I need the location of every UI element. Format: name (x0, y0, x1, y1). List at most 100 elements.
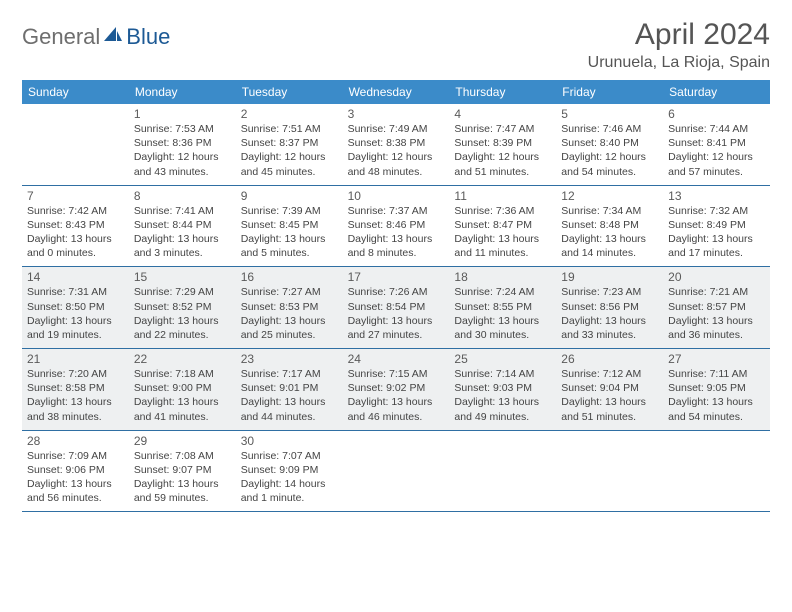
sunset-text: Sunset: 8:37 PM (241, 136, 338, 150)
sunrise-text: Sunrise: 7:15 AM (348, 367, 445, 381)
daylight-text: Daylight: 12 hours (241, 150, 338, 164)
day-cell: 14Sunrise: 7:31 AMSunset: 8:50 PMDayligh… (22, 267, 129, 348)
daylight-text: and 36 minutes. (668, 328, 765, 342)
sunrise-text: Sunrise: 7:41 AM (134, 204, 231, 218)
day-cell: 6Sunrise: 7:44 AMSunset: 8:41 PMDaylight… (663, 104, 770, 185)
daylight-text: Daylight: 13 hours (348, 395, 445, 409)
daylight-text: Daylight: 13 hours (134, 314, 231, 328)
empty-cell (22, 104, 129, 185)
weekday-header: Thursday (449, 80, 556, 104)
day-cell: 26Sunrise: 7:12 AMSunset: 9:04 PMDayligh… (556, 349, 663, 430)
day-number: 21 (27, 352, 124, 366)
daylight-text: and 0 minutes. (27, 246, 124, 260)
week-row: 14Sunrise: 7:31 AMSunset: 8:50 PMDayligh… (22, 267, 770, 349)
daylight-text: Daylight: 12 hours (454, 150, 551, 164)
sunset-text: Sunset: 9:04 PM (561, 381, 658, 395)
daylight-text: Daylight: 14 hours (241, 477, 338, 491)
sunrise-text: Sunrise: 7:34 AM (561, 204, 658, 218)
day-cell: 28Sunrise: 7:09 AMSunset: 9:06 PMDayligh… (22, 431, 129, 512)
day-number: 14 (27, 270, 124, 284)
day-cell: 15Sunrise: 7:29 AMSunset: 8:52 PMDayligh… (129, 267, 236, 348)
sunrise-text: Sunrise: 7:08 AM (134, 449, 231, 463)
daylight-text: and 45 minutes. (241, 165, 338, 179)
empty-cell (556, 431, 663, 512)
sunset-text: Sunset: 8:39 PM (454, 136, 551, 150)
day-cell: 5Sunrise: 7:46 AMSunset: 8:40 PMDaylight… (556, 104, 663, 185)
daylight-text: Daylight: 13 hours (348, 232, 445, 246)
day-number: 9 (241, 189, 338, 203)
day-cell: 10Sunrise: 7:37 AMSunset: 8:46 PMDayligh… (343, 186, 450, 267)
day-number: 16 (241, 270, 338, 284)
sunrise-text: Sunrise: 7:14 AM (454, 367, 551, 381)
day-cell: 19Sunrise: 7:23 AMSunset: 8:56 PMDayligh… (556, 267, 663, 348)
day-number: 30 (241, 434, 338, 448)
sunset-text: Sunset: 8:50 PM (27, 300, 124, 314)
sunset-text: Sunset: 8:56 PM (561, 300, 658, 314)
empty-cell (343, 431, 450, 512)
sunset-text: Sunset: 8:53 PM (241, 300, 338, 314)
weekday-header: Sunday (22, 80, 129, 104)
sunset-text: Sunset: 9:05 PM (668, 381, 765, 395)
sunset-text: Sunset: 8:47 PM (454, 218, 551, 232)
daylight-text: and 54 minutes. (561, 165, 658, 179)
day-cell: 17Sunrise: 7:26 AMSunset: 8:54 PMDayligh… (343, 267, 450, 348)
day-number: 19 (561, 270, 658, 284)
sunset-text: Sunset: 8:45 PM (241, 218, 338, 232)
sunrise-text: Sunrise: 7:42 AM (27, 204, 124, 218)
sunrise-text: Sunrise: 7:44 AM (668, 122, 765, 136)
daylight-text: and 1 minute. (241, 491, 338, 505)
day-cell: 21Sunrise: 7:20 AMSunset: 8:58 PMDayligh… (22, 349, 129, 430)
sunrise-text: Sunrise: 7:20 AM (27, 367, 124, 381)
day-number: 27 (668, 352, 765, 366)
sunrise-text: Sunrise: 7:26 AM (348, 285, 445, 299)
daylight-text: Daylight: 13 hours (561, 314, 658, 328)
sail-icon (102, 25, 124, 50)
day-number: 3 (348, 107, 445, 121)
daylight-text: Daylight: 13 hours (27, 232, 124, 246)
sunset-text: Sunset: 8:58 PM (27, 381, 124, 395)
daylight-text: Daylight: 13 hours (668, 314, 765, 328)
sunrise-text: Sunrise: 7:18 AM (134, 367, 231, 381)
day-cell: 18Sunrise: 7:24 AMSunset: 8:55 PMDayligh… (449, 267, 556, 348)
sunset-text: Sunset: 8:55 PM (454, 300, 551, 314)
day-cell: 7Sunrise: 7:42 AMSunset: 8:43 PMDaylight… (22, 186, 129, 267)
day-number: 24 (348, 352, 445, 366)
day-number: 12 (561, 189, 658, 203)
day-number: 8 (134, 189, 231, 203)
daylight-text: Daylight: 13 hours (454, 232, 551, 246)
day-number: 28 (27, 434, 124, 448)
day-number: 10 (348, 189, 445, 203)
week-row: 21Sunrise: 7:20 AMSunset: 8:58 PM Dayligh… (22, 349, 770, 431)
day-number: 5 (561, 107, 658, 121)
sunrise-text: Sunrise: 7:37 AM (348, 204, 445, 218)
sunrise-text: Sunrise: 7:11 AM (668, 367, 765, 381)
daylight-text: Daylight: 13 hours (241, 395, 338, 409)
daylight-text: Daylight: 12 hours (668, 150, 765, 164)
day-number: 26 (561, 352, 658, 366)
daylight-text: and 11 minutes. (454, 246, 551, 260)
day-number: 18 (454, 270, 551, 284)
sunrise-text: Sunrise: 7:39 AM (241, 204, 338, 218)
daylight-text: and 43 minutes. (134, 165, 231, 179)
month-title: April 2024 (588, 18, 770, 52)
daylight-text: and 19 minutes. (27, 328, 124, 342)
day-number: 11 (454, 189, 551, 203)
sunset-text: Sunset: 9:00 PM (134, 381, 231, 395)
daylight-text: and 41 minutes. (134, 410, 231, 424)
day-cell: 25Sunrise: 7:14 AMSunset: 9:03 PMDayligh… (449, 349, 556, 430)
daylight-text: and 56 minutes. (27, 491, 124, 505)
day-cell: 1Sunrise: 7:53 AMSunset: 8:36 PMDaylight… (129, 104, 236, 185)
sunrise-text: Sunrise: 7:51 AM (241, 122, 338, 136)
sunrise-text: Sunrise: 7:29 AM (134, 285, 231, 299)
empty-cell (449, 431, 556, 512)
daylight-text: and 17 minutes. (668, 246, 765, 260)
daylight-text: Daylight: 13 hours (454, 314, 551, 328)
daylight-text: Daylight: 13 hours (241, 314, 338, 328)
daylight-text: Daylight: 13 hours (134, 232, 231, 246)
daylight-text: Daylight: 13 hours (348, 314, 445, 328)
sunrise-text: Sunrise: 7:09 AM (27, 449, 124, 463)
sunrise-text: Sunrise: 7:27 AM (241, 285, 338, 299)
week-row: 7Sunrise: 7:42 AMSunset: 8:43 PMDaylight… (22, 186, 770, 268)
day-number: 17 (348, 270, 445, 284)
day-cell: 23Sunrise: 7:17 AMSunset: 9:01 PMDayligh… (236, 349, 343, 430)
